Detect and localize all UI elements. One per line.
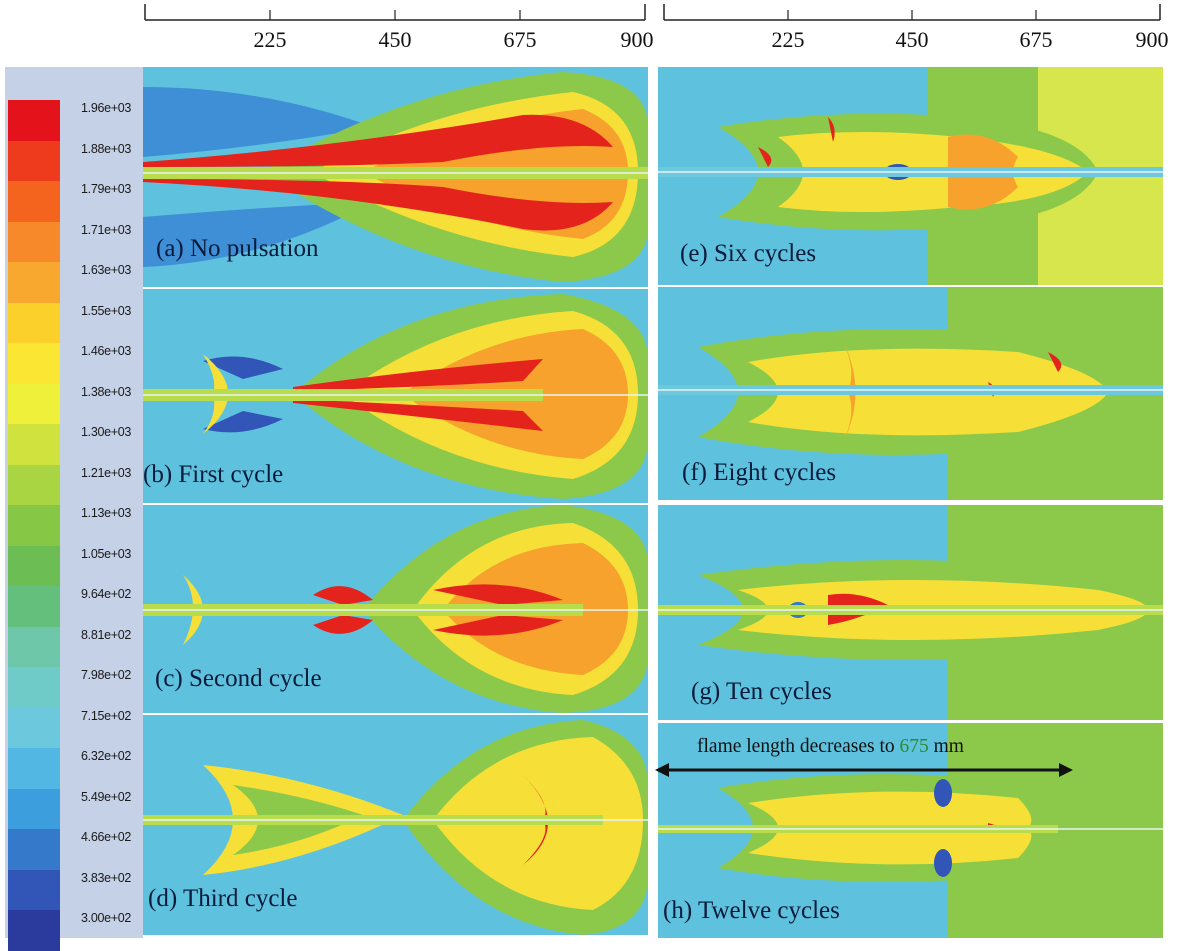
tick-label-left-900: 900 — [620, 27, 654, 52]
colorbar-swatch — [8, 667, 60, 708]
panel-label-a: (a) No pulsation — [156, 235, 319, 262]
panel-b-first-cycle: (b) First cycle — [143, 289, 648, 503]
colorbar-label: 1.63e+03 — [81, 263, 132, 277]
temperature-contour-f — [658, 287, 1163, 500]
temperature-contour-e — [658, 67, 1163, 285]
colorbar-label: 1.46e+03 — [81, 344, 132, 358]
colorbar-swatch — [8, 262, 60, 303]
panel-a-no-pulsation: (a) No pulsation — [143, 67, 648, 287]
temperature-contour-b — [143, 289, 648, 503]
flame-length-annotation: flame length decreases to 675 mm — [697, 736, 964, 758]
colorbar-swatch — [8, 910, 60, 951]
panel-label-c: (c) Second cycle — [155, 665, 322, 692]
panel-h-twelve-cycles: (h) Twelve cycles — [658, 723, 1163, 938]
colorbar-label: 1.88e+03 — [81, 141, 132, 156]
panel-label-d: (d) Third cycle — [148, 885, 298, 912]
colorbar-swatch — [8, 748, 60, 789]
colorbar-swatch — [8, 829, 60, 870]
tick-label-left-675: 675 — [503, 27, 537, 52]
colorbar-label: 1.79e+03 — [81, 182, 132, 196]
colorbar-swatch — [8, 788, 60, 829]
colorbar-swatch — [8, 181, 60, 222]
tick-label-right-225: 225 — [771, 27, 805, 52]
flame-length-arrow — [655, 763, 1073, 777]
colorbar-swatch — [8, 343, 60, 384]
panel-e-six-cycles: (e) Six cycles — [658, 67, 1163, 285]
colorbar-label: 1.05e+03 — [81, 546, 132, 561]
colorbar-label: 5.49e+02 — [81, 789, 132, 804]
tick-label-right-675: 675 — [1019, 27, 1053, 52]
tick-label-left-450: 450 — [378, 27, 412, 52]
colorbar-swatch — [8, 140, 60, 181]
colorbar-swatch — [8, 869, 60, 910]
top-ruler-left — [144, 4, 646, 21]
colorbar-swatch — [8, 424, 60, 465]
column-divider — [648, 67, 658, 938]
colorbar-label: 4.66e+02 — [81, 830, 132, 844]
panel-d-third-cycle: (d) Third cycle — [143, 715, 648, 935]
colorbar-label: 7.15e+02 — [81, 708, 132, 723]
colorbar-label: 7.98e+02 — [81, 668, 132, 682]
colorbar-swatch — [8, 464, 60, 505]
colorbar-label: 3.00e+02 — [81, 911, 132, 925]
colorbar-swatch — [8, 100, 60, 141]
temperature-contour-a — [143, 67, 648, 287]
temperature-contour-c — [143, 505, 648, 713]
colorbar-label: 9.64e+02 — [81, 587, 132, 601]
tick-label-right-900: 900 — [1135, 27, 1169, 52]
colorbar-label: 8.81e+02 — [81, 627, 132, 642]
panel-label-h: (h) Twelve cycles — [663, 897, 840, 924]
colorbar-swatch — [8, 383, 60, 424]
colorbar-label: 1.13e+03 — [81, 506, 132, 520]
colorbar-swatch — [8, 505, 60, 546]
colorbar-label: 1.38e+03 — [81, 384, 132, 399]
annotation-value: 675 — [899, 736, 929, 757]
temperature-contour-h — [658, 723, 1163, 938]
panel-label-e: (e) Six cycles — [680, 240, 817, 267]
colorbar-label: 1.21e+03 — [81, 465, 132, 480]
annotation-text: flame length decreases to — [697, 736, 900, 757]
colorbar-swatch — [8, 221, 60, 262]
temperature-contour-g — [658, 505, 1163, 720]
colorbar-swatch — [8, 707, 60, 748]
colorbar-label: 1.30e+03 — [81, 425, 132, 439]
colorbar-label: 1.71e+03 — [81, 222, 132, 237]
panel-g-ten-cycles: (g) Ten cycles — [658, 505, 1163, 720]
colorbar-swatch — [8, 586, 60, 627]
panel-label-g: (g) Ten cycles — [691, 678, 832, 705]
tick-label-left-225: 225 — [253, 27, 287, 52]
colorbar-label: 1.96e+03 — [81, 101, 132, 115]
tick-label-right-450: 450 — [895, 27, 929, 52]
panel-f-eight-cycles: (f) Eight cycles — [658, 287, 1163, 500]
colorbar-swatch — [8, 302, 60, 343]
panel-label-b: (b) First cycle — [143, 461, 284, 488]
panel-c-second-cycle: (c) Second cycle — [143, 505, 648, 713]
colorbar-swatch — [8, 545, 60, 586]
colorbar-legend: 1.96e+03 1.88e+03 1.79e+03 1.71e+03 1.63e+03… — [5, 67, 143, 951]
colorbar-swatch — [8, 626, 60, 667]
panel-label-f: (f) Eight cycles — [682, 459, 837, 486]
colorbar-label: 1.55e+03 — [81, 303, 132, 318]
colorbar-label: 6.32e+02 — [81, 749, 132, 763]
top-ruler-right — [663, 4, 1161, 21]
temperature-contour-d — [143, 715, 648, 935]
colorbar-label: 3.83e+02 — [81, 870, 132, 885]
annotation-unit: mm — [928, 736, 964, 757]
